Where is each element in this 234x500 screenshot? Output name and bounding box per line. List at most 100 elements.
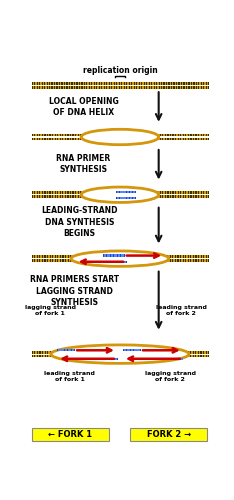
Bar [134, 82, 135, 85]
Bar [154, 82, 155, 85]
Bar [47, 86, 48, 88]
Bar [186, 86, 187, 88]
Bar [116, 196, 135, 199]
Bar [119, 190, 120, 193]
Bar [178, 82, 179, 85]
Bar [187, 351, 189, 354]
Bar [141, 86, 142, 88]
Bar [68, 259, 69, 262]
Bar [206, 196, 207, 198]
Bar [62, 82, 63, 85]
Bar [103, 254, 124, 256]
Bar [47, 196, 48, 198]
Bar [57, 196, 58, 198]
Bar [198, 259, 199, 262]
Bar [151, 82, 152, 85]
Bar [177, 256, 179, 258]
Bar [76, 86, 77, 88]
Bar [42, 354, 43, 358]
Bar [78, 196, 79, 198]
Bar [39, 259, 40, 262]
Bar [157, 138, 208, 140]
Bar [166, 82, 167, 85]
Bar [181, 82, 182, 85]
Bar [176, 82, 177, 85]
Bar [44, 138, 46, 140]
Bar [52, 138, 53, 140]
Bar [55, 192, 56, 194]
Bar [32, 86, 33, 88]
Bar [195, 138, 197, 140]
Bar [170, 259, 171, 262]
Bar [188, 196, 189, 198]
Bar [39, 134, 40, 136]
Bar [161, 82, 162, 85]
Bar [175, 138, 176, 140]
Bar [68, 256, 69, 258]
Bar [86, 86, 88, 88]
Bar [116, 196, 117, 199]
Bar [59, 86, 60, 88]
Bar [64, 349, 65, 352]
Bar [50, 259, 51, 262]
Bar [185, 259, 186, 262]
Bar [81, 82, 83, 85]
Bar [195, 256, 197, 258]
Bar [201, 86, 202, 88]
Bar [54, 82, 55, 85]
Bar [101, 86, 102, 88]
Bar [156, 86, 157, 88]
Bar [57, 138, 58, 140]
Bar [193, 86, 194, 88]
Bar [52, 134, 53, 136]
Bar [49, 134, 51, 136]
Bar [208, 86, 209, 88]
Bar [65, 196, 66, 198]
Bar [126, 82, 127, 85]
Bar [172, 196, 174, 198]
Bar [179, 358, 180, 360]
Bar [195, 354, 196, 358]
Bar [103, 254, 104, 256]
Bar [65, 138, 66, 140]
Bar [47, 351, 48, 354]
Bar [203, 192, 204, 194]
Bar [34, 86, 35, 88]
Bar [70, 134, 71, 136]
Bar [171, 86, 172, 88]
Bar [70, 196, 71, 198]
Bar [65, 192, 66, 194]
Bar [167, 192, 168, 194]
Bar [121, 86, 122, 88]
Bar [116, 82, 117, 85]
Bar [190, 196, 192, 198]
Bar [198, 192, 199, 194]
Bar [41, 86, 43, 88]
Bar [54, 86, 55, 88]
Bar [119, 86, 120, 88]
Bar [80, 192, 81, 194]
Bar [175, 192, 176, 194]
Bar [39, 354, 40, 358]
Bar [190, 192, 192, 194]
Bar [42, 351, 43, 354]
Bar [162, 134, 163, 136]
Bar [124, 86, 125, 88]
Bar [183, 259, 184, 262]
Bar [173, 86, 175, 88]
Bar [60, 259, 61, 262]
Bar [167, 134, 168, 136]
Bar [175, 196, 176, 198]
Bar [70, 256, 71, 258]
Bar [180, 138, 181, 140]
Bar [32, 134, 83, 136]
Bar [165, 196, 166, 198]
Bar [67, 138, 69, 140]
Bar [41, 82, 43, 85]
Bar [208, 256, 209, 258]
Bar [193, 138, 194, 140]
Bar [164, 86, 165, 88]
Bar [178, 138, 179, 140]
Ellipse shape [51, 345, 189, 364]
Bar [198, 256, 199, 258]
